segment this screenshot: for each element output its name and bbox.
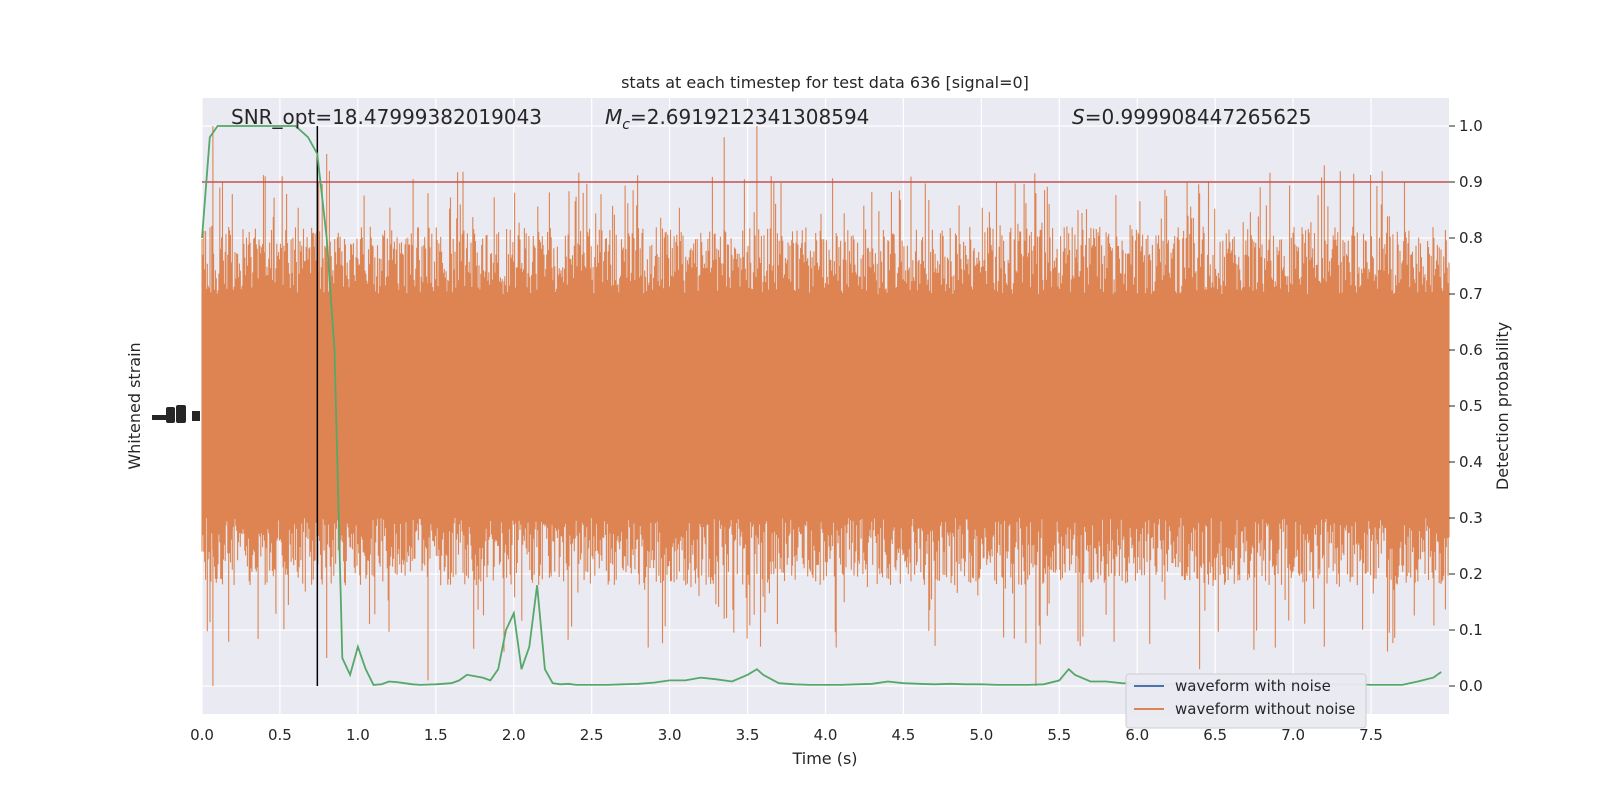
y-tick-label: 0.4 bbox=[1459, 453, 1483, 471]
y-tick-label: 0.1 bbox=[1459, 621, 1483, 639]
left-axis-garbled-ticks bbox=[152, 405, 200, 423]
y-tick-label: 0.8 bbox=[1459, 229, 1483, 247]
x-tick-label: 3.5 bbox=[736, 726, 760, 744]
x-axis-ticks: 0.0 0.5 1.0 1.5 2.0 2.5 3.0 3.5 4.0 4.5 5.0 5.5 6.0 6… bbox=[190, 726, 1383, 744]
chirp-mass-symbol: M bbox=[605, 105, 622, 129]
right-y-axis-ticks: 0.0 0.1 0.2 0.3 0.4 0.5 0.6 0.7 0.8 0.9 1.0 bbox=[1449, 117, 1483, 695]
snr-annotation: SNR_opt=18.47999382019043 bbox=[231, 105, 542, 129]
score-symbol: S bbox=[1072, 105, 1085, 129]
waveform-without-noise-line bbox=[201, 126, 1450, 686]
y-tick-label: 0.0 bbox=[1459, 677, 1483, 695]
x-tick-label: 1.5 bbox=[424, 726, 448, 744]
right-y-axis-label: Detection probability bbox=[1493, 322, 1512, 490]
chart-title: stats at each timestep for test data 636… bbox=[621, 73, 1029, 92]
x-tick-label: 0.0 bbox=[190, 726, 214, 744]
x-tick-label: 6.0 bbox=[1125, 726, 1149, 744]
x-tick-label: 4.5 bbox=[892, 726, 916, 744]
x-tick-label: 5.0 bbox=[969, 726, 993, 744]
score-annotation: S=0.999908447265625 bbox=[1072, 105, 1311, 129]
x-tick-label: 2.0 bbox=[502, 726, 526, 744]
legend-label-waveform-without-noise: waveform without noise bbox=[1175, 700, 1355, 718]
x-tick-label: 0.5 bbox=[268, 726, 292, 744]
chirp-mass-annotation: Mc=2.6919212341308594 bbox=[605, 105, 869, 133]
x-tick-label: 5.5 bbox=[1047, 726, 1071, 744]
x-tick-label: 2.5 bbox=[580, 726, 604, 744]
x-tick-label: 6.5 bbox=[1203, 726, 1227, 744]
y-tick-label: 0.3 bbox=[1459, 509, 1483, 527]
left-y-axis-label: Whitened strain bbox=[125, 342, 144, 469]
x-tick-label: 4.0 bbox=[814, 726, 838, 744]
x-axis-label: Time (s) bbox=[791, 749, 857, 768]
y-tick-label: 0.9 bbox=[1459, 173, 1483, 191]
y-tick-label: 1.0 bbox=[1459, 117, 1483, 135]
y-tick-label: 0.6 bbox=[1459, 341, 1483, 359]
x-tick-label: 7.0 bbox=[1281, 726, 1305, 744]
y-tick-label: 0.7 bbox=[1459, 285, 1483, 303]
x-tick-label: 7.5 bbox=[1359, 726, 1383, 744]
chirp-mass-value: =2.6919212341308594 bbox=[630, 105, 869, 129]
y-tick-label: 0.5 bbox=[1459, 397, 1483, 415]
x-tick-label: 3.0 bbox=[658, 726, 682, 744]
chirp-mass-subscript: c bbox=[622, 117, 630, 133]
legend: waveform with noise waveform without noi… bbox=[1125, 673, 1367, 729]
legend-label-waveform-with-noise: waveform with noise bbox=[1175, 677, 1331, 695]
x-tick-label: 1.0 bbox=[346, 726, 370, 744]
y-tick-label: 0.2 bbox=[1459, 565, 1483, 583]
score-value: =0.999908447265625 bbox=[1085, 105, 1312, 129]
waveform-without-noise-series bbox=[201, 126, 1450, 686]
